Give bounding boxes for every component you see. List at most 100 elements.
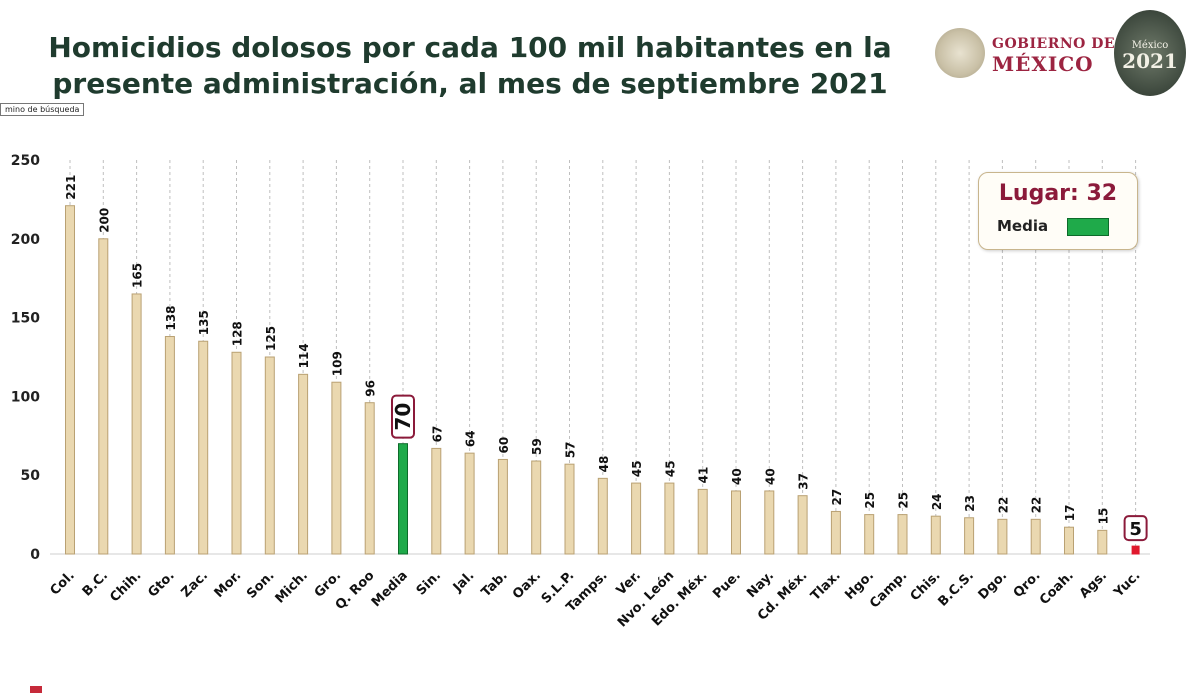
gobierno-logo: GOBIERNO DE MÉXICO	[992, 36, 1115, 76]
category-label: B.C.S.	[935, 568, 976, 609]
bar	[264, 356, 275, 555]
bar	[231, 351, 242, 555]
category-label: Chih.	[107, 568, 144, 605]
value-label: 22	[1030, 497, 1044, 514]
value-label: 135	[197, 310, 211, 335]
category-label: Coah.	[1037, 568, 1077, 608]
bar	[764, 490, 775, 555]
category-label: Ver.	[614, 568, 644, 598]
category-label: Dgo.	[976, 568, 1011, 603]
category-label: Yuc.	[1111, 568, 1144, 601]
category-label: Zac.	[179, 568, 211, 600]
category-label: Pue.	[710, 568, 744, 602]
y-tick-label: 0	[30, 547, 40, 563]
value-label: 67	[430, 426, 444, 443]
category-label: Mich.	[273, 568, 311, 606]
value-label-box	[1123, 515, 1148, 542]
category-label: Ags.	[1077, 568, 1110, 601]
bar	[398, 443, 408, 555]
legend-media-label: Media	[997, 217, 1049, 235]
bar	[431, 447, 442, 555]
value-label: 23	[963, 495, 977, 512]
y-tick-label: 200	[11, 232, 40, 248]
value-label: 22	[996, 497, 1010, 514]
badge-line1: México	[1131, 40, 1169, 51]
legend-rank: Lugar: 32	[998, 181, 1118, 206]
footer-mark-icon	[30, 686, 42, 693]
bar	[164, 336, 175, 555]
value-label: 64	[464, 430, 478, 447]
value-label: 37	[797, 473, 811, 490]
bar	[497, 458, 508, 555]
category-label: Camp.	[867, 568, 910, 611]
bar	[864, 514, 875, 555]
category-label: Col.	[48, 568, 78, 598]
value-label: 96	[364, 380, 378, 397]
category-label: Gto.	[145, 568, 177, 600]
value-label: 70	[391, 403, 415, 431]
search-tooltip: mino de búsqueda	[0, 103, 85, 116]
bar	[1030, 518, 1041, 555]
value-label: 25	[863, 492, 877, 509]
value-label: 17	[1063, 505, 1077, 522]
value-label: 114	[297, 343, 311, 368]
value-label: 40	[763, 468, 777, 485]
bar	[531, 460, 542, 555]
bar	[797, 495, 808, 555]
value-label: 45	[630, 460, 644, 477]
value-label: 15	[1096, 508, 1110, 525]
national-seal-icon	[935, 28, 985, 78]
legend-box: Lugar: 32 Media	[978, 172, 1138, 250]
bar	[198, 340, 209, 555]
value-label: 25	[897, 492, 911, 509]
bar	[1131, 545, 1140, 555]
mexico-2021-badge: México 2021	[1114, 10, 1186, 96]
y-tick-label: 50	[21, 468, 41, 484]
bar	[331, 381, 342, 555]
value-label: 57	[564, 441, 578, 458]
value-label-box	[391, 394, 415, 439]
y-tick-label: 250	[11, 153, 40, 169]
bar	[897, 514, 908, 555]
bar	[731, 490, 741, 555]
bar-chart: 050100150200250221Col.200B.C.165Chih.138…	[11, 153, 1150, 630]
badge-line2: 2021	[1122, 49, 1178, 73]
y-tick-label: 150	[11, 311, 40, 327]
y-tick-label: 100	[11, 389, 40, 405]
value-label: 5	[1129, 519, 1142, 540]
bar	[697, 488, 708, 555]
gobierno-logo-line1: GOBIERNO DE	[992, 36, 1116, 52]
category-label: Tlax.	[808, 568, 844, 604]
chart-title: Homicidios dolosos por cada 100 mil habi…	[48, 31, 892, 100]
bar	[964, 517, 975, 555]
category-label: Tab.	[479, 568, 511, 600]
bar	[98, 238, 109, 555]
bar	[364, 402, 375, 555]
value-label: 221	[64, 175, 78, 200]
value-label: 45	[663, 460, 677, 477]
bar	[1064, 526, 1074, 555]
value-label: 27	[830, 489, 844, 506]
category-label: Sin.	[414, 568, 444, 598]
category-label: Jal.	[450, 568, 478, 596]
value-label: 40	[730, 468, 744, 485]
bar	[930, 515, 941, 555]
bar	[65, 205, 75, 555]
gobierno-logo-line2: MÉXICO	[992, 52, 1094, 76]
bar	[997, 518, 1008, 555]
value-label: 200	[97, 208, 111, 233]
legend-media-swatch	[1067, 218, 1109, 236]
category-label: Media	[369, 568, 411, 610]
value-label: 165	[131, 263, 145, 288]
value-label: 125	[264, 326, 278, 351]
value-label: 48	[597, 456, 611, 473]
bar	[464, 452, 475, 555]
bar	[664, 482, 675, 555]
bar	[564, 463, 575, 555]
value-label: 59	[530, 438, 544, 455]
bar	[631, 482, 642, 555]
value-label: 41	[697, 467, 711, 484]
value-label: 109	[330, 351, 344, 376]
value-label: 138	[164, 305, 178, 330]
category-label: Mor.	[212, 568, 245, 601]
